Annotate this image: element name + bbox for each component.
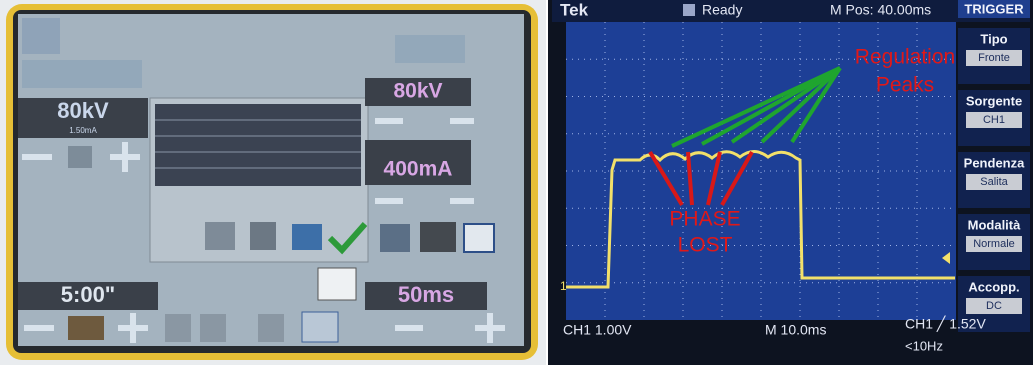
body: 80kV 1.50mA 80kV 400mA 5:00" 50ms	[0, 0, 1033, 365]
channel-marker: 1	[560, 279, 567, 293]
brand: Tek	[560, 0, 589, 19]
annotation: Regulation	[855, 46, 955, 69]
minus-button[interactable]	[375, 198, 403, 204]
state: Ready	[702, 2, 742, 18]
page: X-ray console and oscilloscope {"xray_pa…	[0, 0, 1033, 365]
plus-button[interactable]	[487, 313, 493, 343]
time-value: 5:00"	[61, 282, 115, 307]
icon[interactable]	[200, 314, 226, 342]
minus-button[interactable]	[24, 325, 54, 331]
timebase: M 10.0ms	[765, 322, 826, 338]
menu-value: Normale	[973, 238, 1015, 250]
menu-label: Sorgente	[966, 93, 1022, 108]
minus-button[interactable]	[395, 325, 423, 331]
plus-button[interactable]	[130, 313, 136, 343]
state-icon	[683, 4, 695, 16]
menu-value: Fronte	[978, 52, 1010, 64]
icon	[22, 18, 60, 54]
menu-label: Accopp.	[968, 279, 1019, 294]
annotation: Peaks	[876, 74, 934, 97]
icon[interactable]	[302, 312, 338, 342]
icon[interactable]	[258, 314, 284, 342]
menu-value: DC	[986, 300, 1002, 312]
ma-value: 400mA	[384, 158, 453, 181]
icon-row	[395, 35, 465, 63]
scene: 80kV 1.50mA 80kV 400mA 5:00" 50ms	[0, 0, 1033, 365]
icon[interactable]	[205, 222, 235, 250]
table	[155, 104, 361, 186]
menu-label: Modalità	[968, 217, 1021, 232]
trigger-menu: Tipo Fronte Sorgente CH1 Pendenza Salita Modal…	[958, 28, 1030, 332]
table-body	[155, 104, 361, 186]
trigger-filter: <10Hz	[905, 338, 943, 353]
ma-small: 1.50mA	[69, 126, 97, 135]
kv-value: 80kV	[57, 98, 109, 123]
icon[interactable]	[250, 222, 276, 250]
position: M Pos: 40.00ms	[830, 2, 931, 18]
channel-scale: CH1 1.00V	[563, 322, 632, 338]
icon[interactable]	[380, 224, 410, 252]
minus-button[interactable]	[22, 154, 52, 160]
icon-row	[22, 60, 142, 88]
icon[interactable]	[292, 224, 322, 250]
plus-button[interactable]	[450, 118, 474, 124]
annotation: PHASE	[669, 208, 740, 231]
plus-button[interactable]	[122, 142, 128, 172]
icon	[68, 146, 92, 168]
icon[interactable]	[464, 224, 494, 252]
kv-value: 80kV	[393, 80, 442, 103]
menu-value: Salita	[980, 176, 1008, 188]
annotation: LOST	[678, 234, 733, 257]
minus-button[interactable]	[375, 118, 403, 124]
icon[interactable]	[68, 316, 104, 340]
icon	[318, 268, 356, 300]
icon[interactable]	[165, 314, 191, 342]
menu-label: Tipo	[980, 31, 1007, 46]
menu-title: TRIGGER	[964, 1, 1024, 16]
plus-button[interactable]	[450, 198, 474, 204]
ms-value: 50ms	[398, 282, 454, 307]
menu-value: CH1	[983, 114, 1005, 126]
camera-icon[interactable]	[420, 222, 456, 252]
trigger-level: CH1 ╱ 1.52V	[905, 316, 986, 333]
menu-label: Pendenza	[964, 155, 1025, 170]
